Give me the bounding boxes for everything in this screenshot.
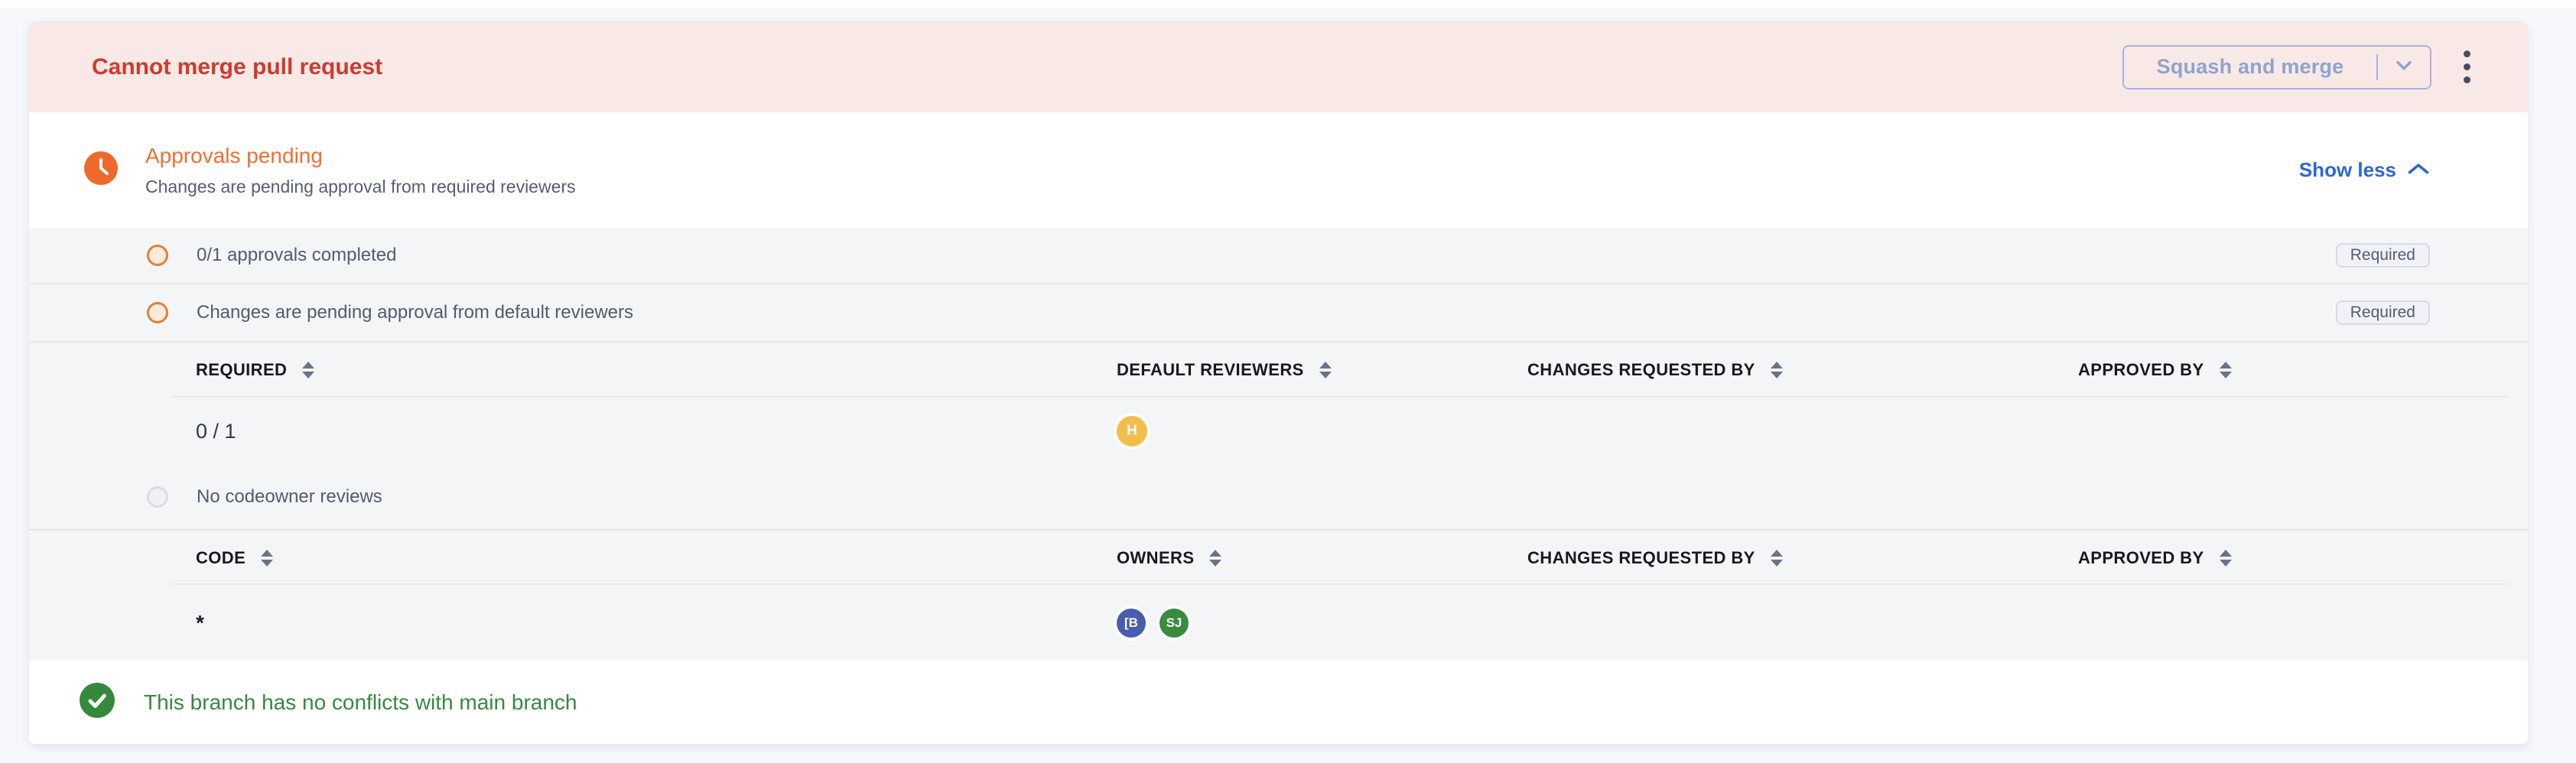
merge-checks-details: 0/1 approvals completed Required Changes…	[29, 228, 2528, 661]
show-less-toggle[interactable]: Show less	[2299, 158, 2430, 182]
banner-actions: Squash and merge	[2122, 44, 2483, 89]
chevron-down-icon	[2392, 53, 2416, 81]
neutral-circle-icon	[147, 486, 168, 508]
column-header-owners: OWNERS	[1117, 548, 1527, 568]
column-header-approved-by: APPROVED BY	[2078, 360, 2528, 380]
avatar[interactable]: H	[1117, 416, 1147, 446]
codeowner-label: No codeowner reviews	[197, 486, 382, 507]
sort-icon[interactable]	[2219, 362, 2232, 378]
column-header-label: OWNERS	[1117, 547, 1195, 567]
codeowners-table-header: CODE OWNERS CHANGES REQUESTED BY APPROVE…	[29, 531, 2528, 585]
column-header-label: REQUIRED	[196, 360, 288, 379]
more-options-button[interactable]	[2450, 45, 2483, 89]
default-reviewers-row: Changes are pending approval from defaul…	[29, 284, 2528, 343]
conflict-status-row: This branch has no conflicts with main b…	[29, 661, 2528, 744]
squash-and-merge-button[interactable]: Squash and merge	[2122, 44, 2431, 89]
column-header-default-reviewers: DEFAULT REVIEWERS	[1117, 360, 1527, 380]
sort-icon[interactable]	[1770, 362, 1783, 378]
clock-icon	[84, 151, 118, 189]
kebab-menu-icon	[2463, 76, 2470, 83]
sort-icon[interactable]	[261, 549, 274, 567]
column-header-label: CHANGES REQUESTED BY	[1527, 360, 1755, 379]
required-reviewers-table-row: 0 / 1 H	[29, 398, 2528, 465]
cell-code-pattern: *	[196, 610, 204, 635]
codeowners-table-row: * [B SJ	[29, 585, 2528, 661]
required-badge: Required	[2335, 300, 2430, 325]
top-strip	[0, 0, 2576, 8]
cell-default-reviewers: H	[1117, 416, 1527, 446]
sort-icon[interactable]	[2219, 549, 2232, 567]
avatar[interactable]: [B	[1117, 608, 1146, 638]
squash-and-merge-label[interactable]: Squash and merge	[2156, 55, 2344, 78]
section-divider	[29, 529, 2528, 531]
sort-icon[interactable]	[1209, 549, 1222, 567]
banner-title: Cannot merge pull request	[92, 54, 383, 80]
status-texts: Approvals pending Changes are pending ap…	[145, 144, 2299, 197]
approvals-pending-subtitle: Changes are pending approval from requir…	[145, 176, 576, 196]
sort-icon[interactable]	[302, 362, 315, 378]
column-header-changes-requested-by: CHANGES REQUESTED BY	[1527, 360, 2078, 380]
approvals-completed-row: 0/1 approvals completed Required	[29, 228, 2528, 284]
cell-owners: [B SJ	[1117, 608, 1527, 638]
button-divider	[2376, 54, 2378, 80]
sort-icon[interactable]	[1319, 362, 1332, 378]
column-header-label: CHANGES REQUESTED BY	[1527, 547, 1755, 567]
column-header-label: APPROVED BY	[2078, 547, 2204, 567]
kebab-menu-icon	[2463, 63, 2470, 70]
cannot-merge-banner: Cannot merge pull request Squash and mer…	[29, 21, 2528, 112]
merge-checks-panel: Cannot merge pull request Squash and mer…	[29, 21, 2528, 744]
conflict-status-label: This branch has no conflicts with main b…	[144, 690, 577, 714]
check-label: Changes are pending approval from defaul…	[197, 302, 633, 323]
show-less-label[interactable]: Show less	[2298, 158, 2396, 181]
required-reviewers-table-header: REQUIRED DEFAULT REVIEWERS CHANGES REQUE…	[29, 343, 2528, 398]
chevron-up-icon	[2407, 158, 2430, 182]
column-header-label: DEFAULT REVIEWERS	[1117, 360, 1304, 379]
column-header-label: CODE	[196, 547, 246, 567]
required-badge: Required	[2335, 243, 2430, 268]
check-label: 0/1 approvals completed	[197, 245, 397, 265]
approvals-pending-section: Approvals pending Changes are pending ap…	[29, 112, 2528, 228]
codeowner-reviews-row: No codeowner reviews	[29, 465, 2528, 529]
column-header-label: APPROVED BY	[2078, 360, 2204, 379]
column-header-changes-requested-by: CHANGES REQUESTED BY	[1527, 548, 2078, 568]
kebab-menu-icon	[2463, 50, 2470, 57]
cell-required-count: 0 / 1	[196, 419, 236, 443]
merge-options-dropdown[interactable]	[2378, 53, 2430, 81]
avatar[interactable]: SJ	[1160, 608, 1189, 638]
column-header-approved-by: APPROVED BY	[2078, 548, 2528, 568]
column-header-required: REQUIRED	[196, 360, 1117, 380]
pending-circle-icon	[147, 245, 168, 266]
approvals-pending-title: Approvals pending	[145, 143, 323, 167]
sort-icon[interactable]	[1770, 549, 1783, 567]
pending-circle-icon	[147, 302, 168, 323]
column-header-code: CODE	[196, 548, 1117, 568]
check-circle-icon	[80, 683, 115, 722]
